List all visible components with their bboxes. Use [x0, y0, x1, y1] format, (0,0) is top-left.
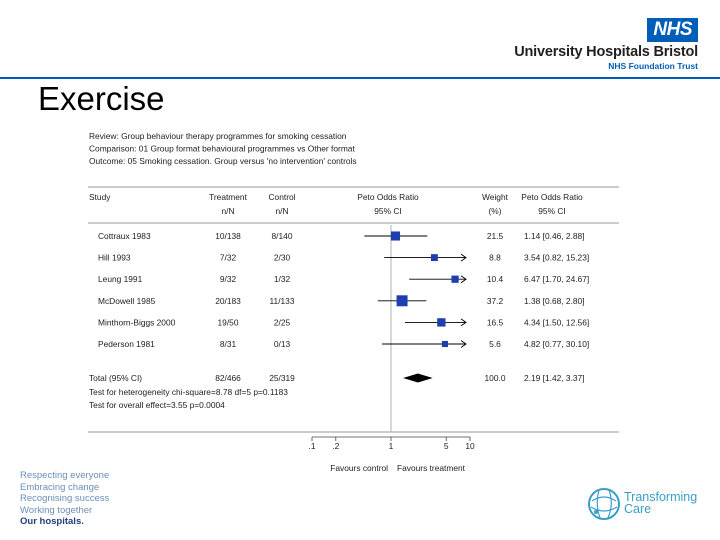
ci-arrow — [460, 275, 467, 284]
point-estimate — [396, 295, 408, 307]
study-name: Minthorn-Biggs 2000 — [98, 317, 176, 327]
study-row: Leung 1991 9/32 1/32 10.4 6.47 [1.70, 24.67] — [98, 274, 589, 284]
header-treatment-sub: n/N — [221, 206, 234, 216]
weight-value: 37.2 — [487, 296, 504, 306]
treatment-count: 19/50 — [218, 317, 239, 327]
control-count: 8/140 — [272, 231, 293, 241]
transforming-care-label: Transforming Care — [624, 490, 698, 516]
header-odds-ratio: Peto Odds Ratio — [357, 192, 419, 202]
point-estimate — [451, 275, 459, 283]
header-odds-ratio-sub: 95% CI — [374, 206, 401, 216]
axis-tick-label: 5 — [444, 441, 449, 451]
header-odds-ratio-text: Peto Odds Ratio — [521, 192, 583, 202]
total-diamond — [403, 373, 433, 383]
treatment-count: 7/32 — [220, 253, 237, 263]
study-row: Cottraux 1983 10/138 8/140 21.5 1.14 [0.46, … — [98, 231, 585, 241]
ci-text: 1.14 [0.46, 2.88] — [524, 231, 585, 241]
favours-treatment-label: Favours treatment — [397, 463, 466, 473]
header-treatment: Treatment — [209, 192, 248, 202]
axis-tick-label: .1 — [309, 441, 316, 451]
ci-text: 4.82 [0.77, 30.10] — [524, 339, 589, 349]
axis-tick-label: 1 — [389, 441, 394, 451]
value-line: Embracing change — [20, 481, 100, 493]
study-rows: Cottraux 1983 10/138 8/140 21.5 1.14 [0.46, … — [98, 231, 589, 349]
study-row: Hill 1993 7/32 2/30 8.8 3.54 [0.82, 15.23] — [98, 253, 589, 263]
total-control: 25/319 — [269, 373, 295, 383]
total-treatment: 82/466 — [215, 373, 241, 383]
trust-name: NHS Foundation Trust — [608, 61, 698, 71]
weight-value: 21.5 — [487, 231, 504, 241]
total-weight: 100.0 — [485, 373, 506, 383]
study-row: Minthorn-Biggs 2000 19/50 2/25 16.5 4.34 [1.… — [98, 317, 589, 327]
weight-value: 16.5 — [487, 317, 504, 327]
axis-tick-label: 10 — [465, 441, 475, 451]
header-rule — [0, 77, 720, 79]
hospital-values: Respecting everyone Embracing change Rec… — [20, 470, 109, 528]
study-name: Leung 1991 — [98, 274, 143, 284]
review-info: Review: Group behaviour therapy programm… — [89, 131, 357, 166]
value-line: Recognising success — [20, 493, 110, 504]
point-estimate — [441, 340, 449, 348]
total-label: Total (95% CI) — [89, 373, 142, 383]
point-estimate — [390, 231, 401, 241]
control-count: 0/13 — [274, 339, 291, 349]
slide-title: Exercise — [38, 80, 165, 117]
overall-effect-text: Test for overall effect=3.55 p=0.0004 — [89, 400, 225, 410]
point-estimate — [437, 318, 446, 327]
control-count: 2/25 — [274, 317, 291, 327]
value-line: Working together — [20, 504, 93, 516]
tc-line: Care — [624, 502, 652, 516]
treatment-count: 9/32 — [220, 274, 237, 284]
ci-arrow — [460, 340, 467, 348]
ci-text: 4.34 [1.50, 12.56] — [524, 317, 589, 327]
ci-arrow — [460, 318, 467, 327]
favours-control-label: Favours control — [330, 463, 388, 473]
study-row: Pederson 1981 8/31 0/13 5.6 4.82 [0.77, 30.1… — [98, 339, 589, 349]
value-line-strong: Our hospitals. — [20, 516, 84, 527]
header-study: Study — [89, 192, 111, 202]
treatment-count: 10/138 — [215, 231, 241, 241]
study-name: Cottraux 1983 — [98, 231, 151, 241]
control-count: 2/30 — [274, 253, 291, 263]
header-odds-ratio-text-sub: 95% CI — [538, 206, 565, 216]
total-ci-text: 2.19 [1.42, 3.37] — [524, 373, 585, 383]
study-name: McDowell 1985 — [98, 296, 156, 306]
header-weight: Weight — [482, 192, 509, 202]
review-line: Outcome: 05 Smoking cessation. Group ver… — [89, 156, 357, 166]
header-control: Control — [269, 192, 296, 202]
weight-value: 8.8 — [489, 253, 501, 263]
ci-text: 6.47 [1.70, 24.67] — [524, 274, 589, 284]
treatment-count: 20/183 — [215, 296, 241, 306]
axis-tick-label: .2 — [332, 441, 339, 451]
x-axis: .1 .2 1 5 10 Favours control Favours treatment — [309, 436, 475, 473]
header-weight-sub: (%) — [488, 206, 501, 216]
review-line: Comparison: 01 Group format behavioural … — [89, 144, 355, 154]
total-row: Total (95% CI) 82/466 25/319 100.0 2.19 [1.4… — [89, 373, 585, 410]
weight-value: 10.4 — [487, 274, 504, 284]
ci-text: 3.54 [0.82, 15.23] — [524, 253, 589, 263]
study-row: McDowell 1985 20/183 11/133 37.2 1.38 [0.68,… — [98, 295, 585, 307]
review-line: Review: Group behaviour therapy programm… — [89, 131, 347, 141]
study-name: Hill 1993 — [98, 253, 131, 263]
header-control-sub: n/N — [275, 206, 288, 216]
trust-logo: NHS University Hospitals Bristol NHS Fou… — [514, 18, 698, 71]
org-name: University Hospitals Bristol — [514, 44, 698, 60]
point-estimate — [430, 254, 438, 262]
ci-arrow — [460, 253, 467, 262]
control-count: 11/133 — [270, 296, 295, 306]
value-line: Respecting everyone — [20, 470, 110, 481]
study-name: Pederson 1981 — [98, 339, 155, 349]
control-count: 1/32 — [274, 274, 291, 284]
weight-value: 5.6 — [489, 339, 501, 349]
column-headers: Study Treatment n/N Control n/N Peto Odds Rat… — [89, 192, 583, 216]
tc-line: Transforming — [624, 490, 698, 504]
transforming-care-globe-icon — [588, 488, 620, 520]
nhs-badge: NHS — [647, 18, 698, 42]
heterogeneity-text: Test for heterogeneity chi-square=8.78 d… — [89, 387, 288, 397]
ci-text: 1.38 [0.68, 2.80] — [524, 296, 585, 306]
treatment-count: 8/31 — [220, 339, 237, 349]
